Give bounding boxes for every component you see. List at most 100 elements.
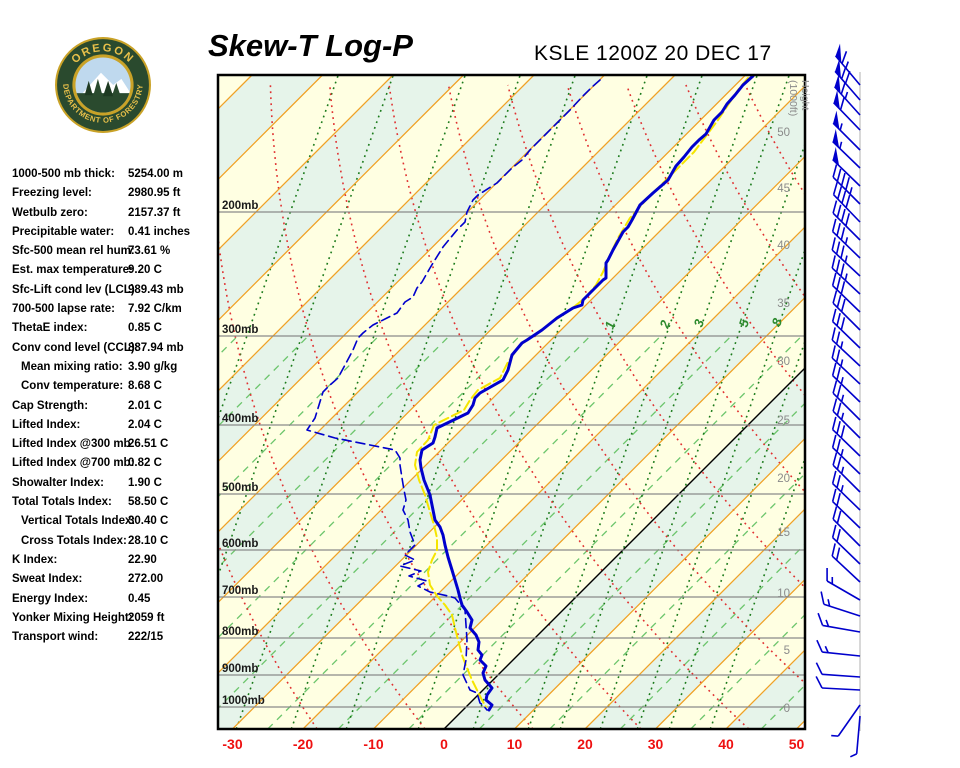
dry-adiabat (388, 84, 750, 729)
temperature-curve (418, 75, 755, 712)
wind-barb (832, 146, 861, 187)
wind-barb (826, 568, 861, 601)
stat-value: 2980.95 ft (128, 187, 181, 200)
height-label: 0 (784, 703, 790, 715)
temperature-curve (418, 75, 755, 712)
sounding-indices-panel: 1000-500 mb thick: 5254.00 m Freezing leve… (12, 166, 212, 648)
height-label: 50 (777, 127, 790, 139)
wind-barb (833, 74, 861, 116)
major-isotherm (218, 75, 535, 392)
mixing-ratio-line (235, 75, 467, 729)
isotherm-bands (218, 75, 805, 729)
dry-adiabats (218, 84, 805, 729)
wind-barb (850, 715, 861, 758)
stat-value: 8.68 C (128, 380, 162, 393)
stat-label: Total Totals Index: (12, 496, 112, 509)
pressure-label: 300mb (222, 324, 258, 336)
odf-logo: OREGON DEPARTMENT OF FORESTRY (55, 37, 151, 133)
stat-value: 989.43 mb (128, 283, 184, 296)
stat-label: Precipitable water: (12, 225, 115, 238)
stat-label: Lifted Index: (12, 418, 81, 431)
stat-row: Est. max temperature: 9.20 C (12, 262, 212, 281)
major-isotherm (655, 578, 805, 729)
temp-axis-label: 20 (577, 736, 593, 752)
wind-barb (831, 704, 861, 737)
stat-row: Cap Strength: 2.01 C (12, 398, 212, 417)
stat-label: Conv temperature: (21, 380, 124, 393)
height-axis-title: (1000ft) (787, 80, 799, 116)
stat-value: 5254.00 m (128, 168, 183, 180)
wind-barb (820, 591, 861, 617)
stat-row: 1000-500 mb thick: 5254.00 m (12, 166, 212, 185)
wind-barb (831, 255, 861, 295)
stat-row: Lifted Index @300 mb 26.51 C (12, 436, 212, 455)
isotherms-major (218, 75, 805, 729)
stat-row: Vertical Totals Index: 30.40 C (12, 513, 212, 532)
temp-axis-label: 30 (648, 736, 664, 752)
stat-label: Lifted Index @300 mb (12, 438, 131, 451)
stat-row: Conv cond level (CCL): 887.94 mb (12, 340, 212, 359)
stat-value: 26.51 C (128, 438, 169, 451)
stat-label: Vertical Totals Index: (21, 515, 136, 528)
stat-label: Est. max temperature: (12, 264, 133, 277)
wind-barb (832, 181, 861, 223)
pressure-label: 500mb (222, 482, 258, 494)
wind-barb (831, 218, 861, 259)
stat-label: Yonker Mixing Height: (12, 611, 133, 624)
stat-value: 30.40 C (128, 515, 169, 528)
stat-value: 9.20 C (128, 264, 162, 277)
wind-barb (815, 676, 861, 691)
stat-row: Lifted Index: 2.04 C (12, 417, 212, 436)
wind-barb (831, 434, 861, 475)
major-isotherm (232, 155, 805, 729)
pressure-label: 800mb (222, 626, 258, 638)
height-label: 45 (777, 183, 790, 195)
stat-row: Sweat Index: 272.00 (12, 571, 212, 590)
major-isotherm (218, 75, 253, 110)
temp-axis-label: 50 (789, 736, 805, 752)
temp-axis-label: 10 (507, 736, 523, 752)
stat-value: 887.94 mb (128, 341, 184, 354)
major-isotherm (302, 226, 805, 729)
stat-value: 1.90 C (128, 476, 162, 489)
stat-value: 7.92 C/km (128, 303, 182, 316)
stat-value: 0.85 C (128, 322, 162, 335)
major-isotherm (218, 75, 394, 251)
stat-value: 222/15 (128, 631, 164, 644)
mixing-ratio-line (559, 75, 791, 729)
stat-label: Cross Totals Index: (21, 534, 127, 547)
wind-barb (832, 110, 861, 151)
stat-row: Cross Totals Index: 28.10 C (12, 533, 212, 552)
stat-value: 3.90 g/kg (128, 360, 178, 373)
stat-label: Conv cond level (CCL): (12, 341, 139, 354)
stat-row: Yonker Mixing Height: 2059 ft (12, 610, 212, 629)
mixing-ratio-line (527, 75, 759, 729)
temperature-band (218, 75, 805, 673)
height-label: 15 (777, 527, 790, 539)
height-label: 40 (777, 240, 790, 252)
stat-row: Precipitable water: 0.41 inches (12, 224, 212, 243)
wind-barb (832, 200, 861, 241)
height-label: 20 (777, 473, 790, 485)
stat-label: Sfc-Lift cond lev (LCL) (12, 283, 135, 296)
stat-value: 22.90 (128, 553, 157, 566)
temperature-band (218, 86, 805, 729)
stat-label: Transport wind: (12, 631, 99, 644)
wind-barb (832, 128, 861, 169)
major-isotherm (218, 75, 676, 533)
temperature-band (218, 75, 252, 109)
logo-scene (75, 57, 131, 113)
pressure-levels: 200mb 300mb 400mb 500mb 600mb 700mb 800mb 900mb… (218, 200, 805, 708)
stat-row: Total Totals Index: 58.50 C (12, 494, 212, 513)
dewpoint-curve (306, 79, 601, 711)
stat-row: Freezing level: 2980.95 ft (12, 185, 212, 204)
stat-row: ThetaE index: 0.85 C (12, 320, 212, 339)
wind-barb (816, 639, 861, 657)
mixing-ratio-label: 1 (602, 319, 619, 331)
mixing-ratio-line (709, 456, 805, 729)
wind-barb (832, 164, 861, 205)
stat-value: 2157.37 ft (128, 206, 181, 219)
